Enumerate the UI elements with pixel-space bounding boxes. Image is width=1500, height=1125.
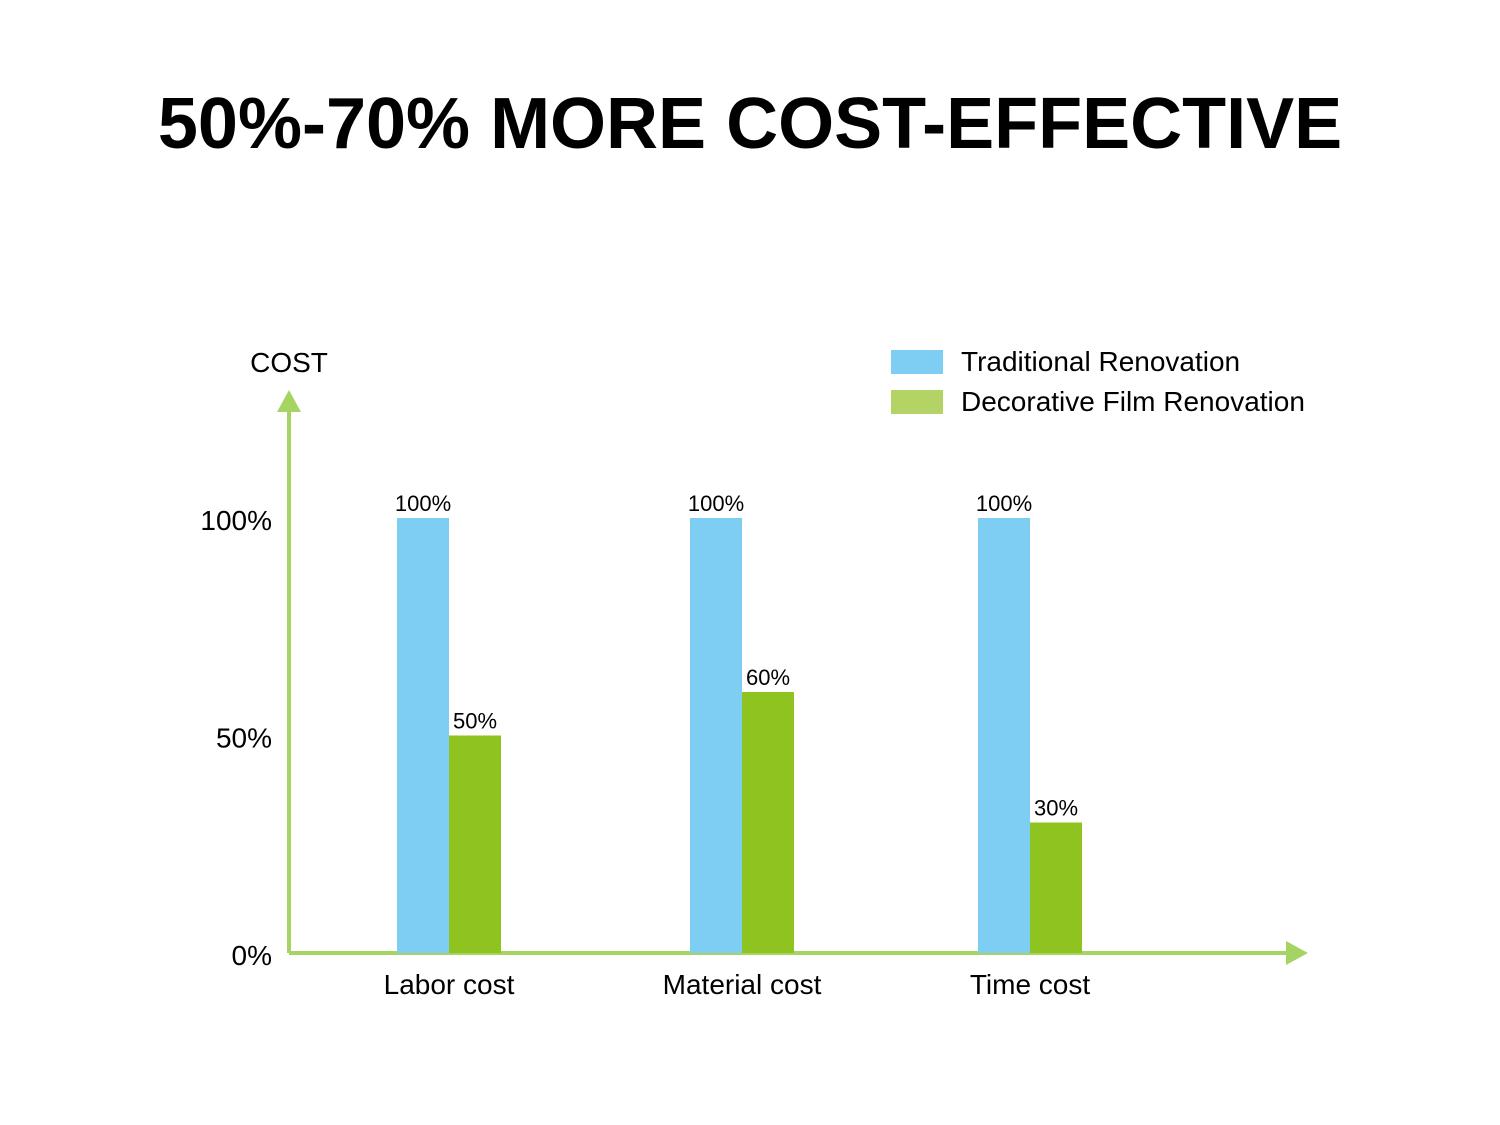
bar-value-label: 100% (976, 491, 1032, 516)
chart-labels: COST 0% 50% 100% 100% 50% Labor cost 100% 60% Mat… (200, 347, 1090, 1000)
y-tick-label: 100% (200, 505, 272, 536)
bar-traditional (978, 518, 1030, 953)
chart-bars (397, 518, 1082, 953)
bar-value-label: 30% (1034, 796, 1078, 821)
bar-value-label: 100% (395, 491, 451, 516)
x-axis-arrow (1286, 941, 1308, 965)
bar-decorative (449, 735, 501, 953)
bar-value-label: 60% (746, 665, 790, 690)
x-tick-label: Material cost (663, 969, 822, 1000)
x-tick-label: Labor cost (384, 969, 515, 1000)
bar-value-label: 50% (453, 709, 497, 734)
y-axis-arrow (277, 390, 301, 412)
page-title: 50%-70% MORE COST-EFFECTIVE (157, 84, 1343, 164)
bar-value-label: 100% (688, 491, 744, 516)
legend-label: Decorative Film Renovation (961, 386, 1305, 417)
legend-swatch (891, 390, 943, 414)
x-tick-label: Time cost (970, 969, 1091, 1000)
legend-swatch (891, 350, 943, 374)
y-tick-label: 0% (232, 940, 272, 971)
bar-decorative (1030, 822, 1082, 953)
bar-traditional (690, 518, 742, 953)
bar-traditional (397, 518, 449, 953)
y-axis-title: COST (250, 347, 328, 378)
legend-label: Traditional Renovation (961, 346, 1240, 377)
bar-decorative (742, 692, 794, 953)
chart-legend: Traditional Renovation Decorative Film Re… (891, 346, 1305, 417)
y-tick-label: 50% (216, 723, 272, 754)
